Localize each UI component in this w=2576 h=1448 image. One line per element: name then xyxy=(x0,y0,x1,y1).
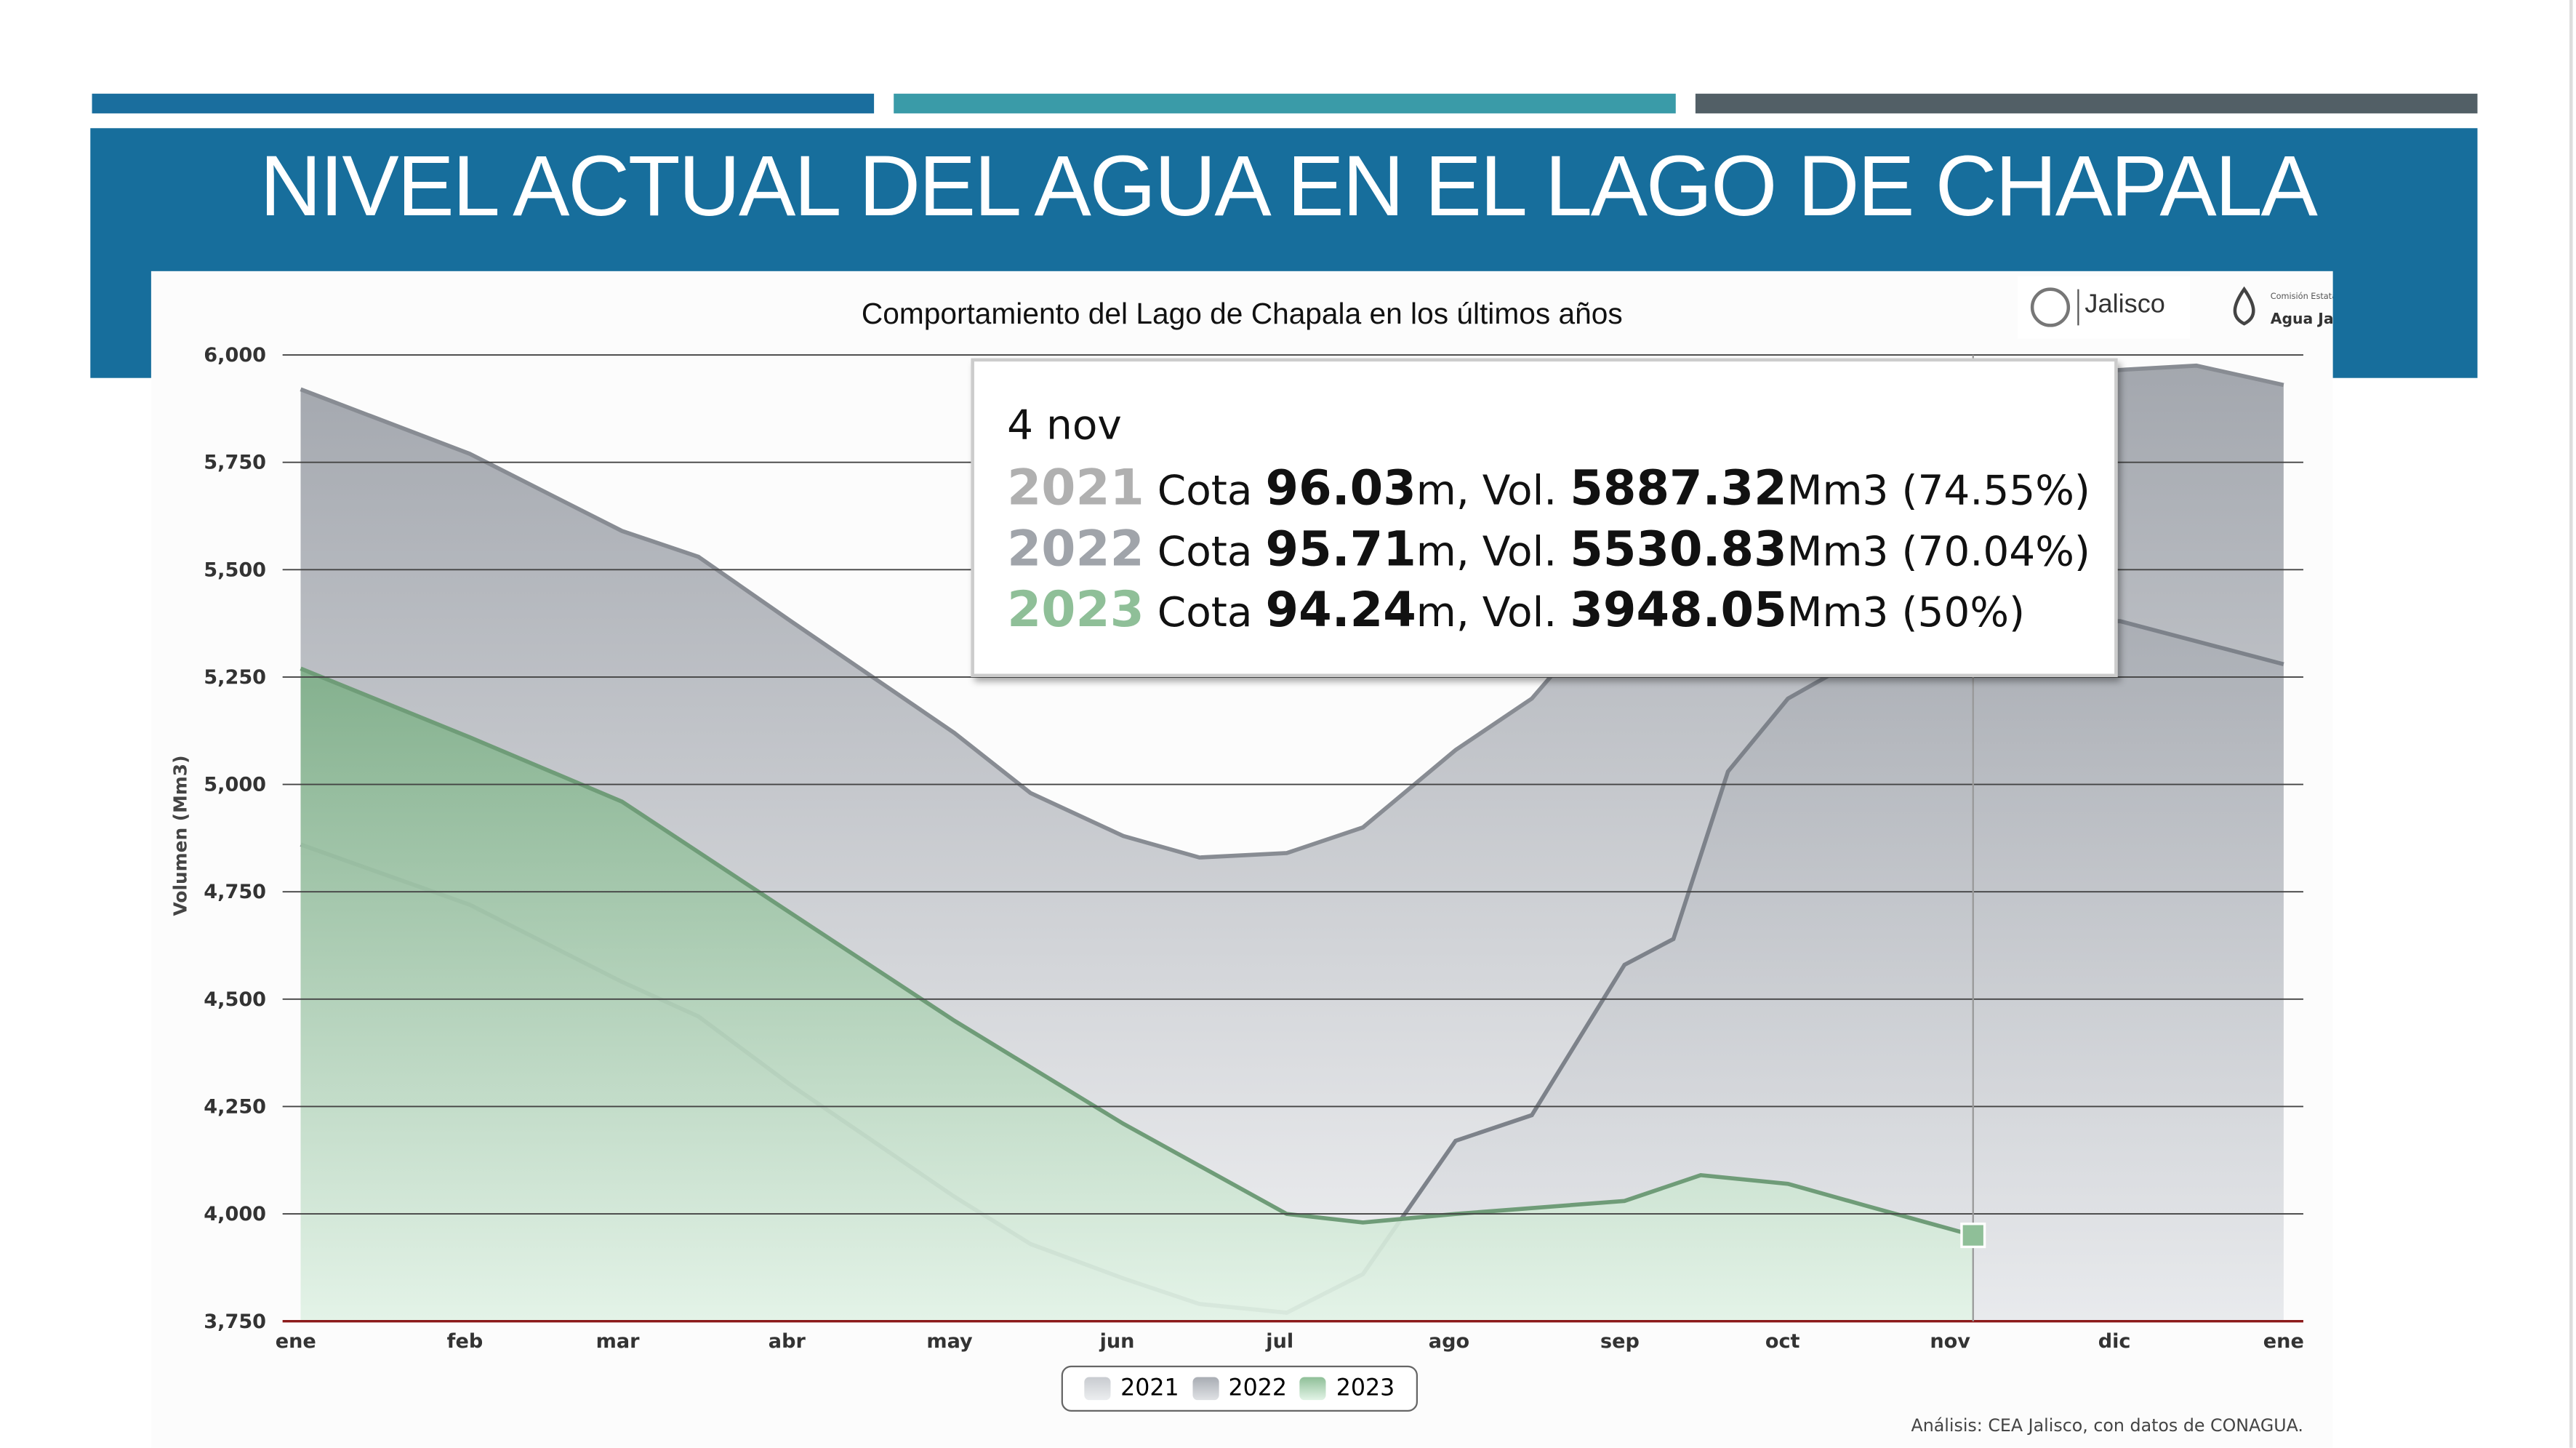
vol-value: 3948.05 xyxy=(1570,581,1787,638)
tooltip-row-2023: 2023 Cota 94.24m, Vol. 3948.05Mm3 (50%) xyxy=(1007,582,2025,639)
y-tick-label: 5,750 xyxy=(204,452,266,474)
vol-value: 5887.32 xyxy=(1570,460,1787,516)
cota-value: 94.24 xyxy=(1265,581,1416,638)
area-2023 xyxy=(300,668,1973,1321)
x-tick-label: ene xyxy=(276,1330,316,1353)
tooltip-row-2022: 2022 Cota 95.71m, Vol. 5530.83Mm3 (70.04… xyxy=(1007,521,2090,578)
tooltip-row-2021: 2021 Cota 96.03m, Vol. 5887.32Mm3 (74.55… xyxy=(1007,460,2090,518)
unit: m, xyxy=(1416,466,1469,515)
x-tick-label: may xyxy=(926,1330,973,1353)
vol-label: Vol. xyxy=(1482,466,1557,515)
accent-bar xyxy=(894,93,1676,113)
legend-item-2021[interactable]: 2021 xyxy=(1084,1375,1179,1401)
pct-value: (74.55%) xyxy=(1901,466,2090,515)
x-tick-label: abr xyxy=(769,1330,806,1353)
tooltip: 4 nov 2021 Cota 96.03m, Vol. 5887.32Mm3 … xyxy=(971,358,2118,677)
unit: m, xyxy=(1416,588,1469,636)
unit: m, xyxy=(1416,527,1469,575)
x-tick-label: ago xyxy=(1429,1330,1469,1353)
legend-item-2022[interactable]: 2022 xyxy=(1192,1375,1287,1401)
unit: Mm3 xyxy=(1786,588,1889,636)
x-tick-label: ene xyxy=(2263,1330,2304,1353)
tooltip-year: 2023 xyxy=(1007,581,1144,639)
legend-label: 2022 xyxy=(1228,1375,1287,1402)
cota-label: Cota xyxy=(1157,466,1253,515)
x-tick-label: feb xyxy=(447,1330,483,1353)
tooltip-date: 4 nov xyxy=(1007,401,1122,449)
tooltip-year: 2021 xyxy=(1007,460,1144,518)
logos: Jalisco Comisión Estatal del Agua Jalisc… xyxy=(2017,276,2333,339)
y-tick-label: 6,000 xyxy=(204,344,266,367)
chart-title: Comportamiento del Lago de Chapala en lo… xyxy=(861,297,1623,331)
water-drop-icon xyxy=(2233,286,2255,326)
pct-value: (70.04%) xyxy=(1901,527,2090,575)
y-tick-label: 4,250 xyxy=(204,1096,266,1119)
x-tick-label: sep xyxy=(1600,1330,1640,1353)
vol-value: 5530.83 xyxy=(1570,521,1787,577)
legend-label: 2023 xyxy=(1336,1375,1395,1402)
source-note: Análisis: CEA Jalisco, con datos de CONA… xyxy=(1911,1416,2303,1436)
cota-value: 95.71 xyxy=(1265,521,1416,577)
x-tick-label: mar xyxy=(596,1330,641,1353)
tooltip-year: 2022 xyxy=(1007,521,1144,579)
y-tick-label: 4,750 xyxy=(204,881,266,903)
y-tick-label: 5,250 xyxy=(204,666,266,689)
x-tick-label: dic xyxy=(2098,1330,2131,1353)
x-tick-label: jul xyxy=(1265,1330,1293,1353)
slide-border xyxy=(2569,0,2573,1448)
vol-label: Vol. xyxy=(1482,588,1557,636)
y-tick-label: 3,750 xyxy=(204,1311,266,1333)
x-tick-label: nov xyxy=(1930,1330,1970,1353)
y-tick-label: 4,000 xyxy=(204,1203,266,1225)
y-tick-label: 4,500 xyxy=(204,988,266,1011)
cota-value: 96.03 xyxy=(1265,460,1416,516)
x-tick-label: jun xyxy=(1099,1330,1135,1353)
legend: 2021 2022 2023 xyxy=(1061,1365,1419,1412)
y-axis-label: Volumen (Mm3) xyxy=(169,755,192,916)
vol-label: Vol. xyxy=(1482,527,1557,575)
legend-item-2023[interactable]: 2023 xyxy=(1300,1375,1395,1401)
accent-bar xyxy=(92,93,875,113)
agua-logo-sub: Comisión Estatal del xyxy=(2271,292,2333,301)
unit: Mm3 xyxy=(1786,466,1889,515)
jalisco-logo-text: Jalisco xyxy=(2085,288,2164,318)
cota-label: Cota xyxy=(1157,527,1253,575)
agua-logo-text: Agua Jalisco xyxy=(2271,310,2333,327)
cota-label: Cota xyxy=(1157,588,1253,636)
y-tick-label: 5,500 xyxy=(204,559,266,581)
y-tick-label: 5,000 xyxy=(204,774,266,796)
jalisco-seal-icon xyxy=(2030,287,2071,327)
pct-value: (50%) xyxy=(1901,588,2026,636)
x-tick-label: oct xyxy=(1765,1330,1800,1353)
unit: Mm3 xyxy=(1786,527,1889,575)
legend-label: 2021 xyxy=(1120,1375,1179,1402)
hover-marker xyxy=(1960,1223,1986,1249)
line-2023 xyxy=(300,666,1974,1238)
slide-title: NIVEL ACTUAL DEL AGUA EN EL LAGO DE CHAP… xyxy=(260,140,2318,236)
accent-bar xyxy=(1695,93,2478,113)
